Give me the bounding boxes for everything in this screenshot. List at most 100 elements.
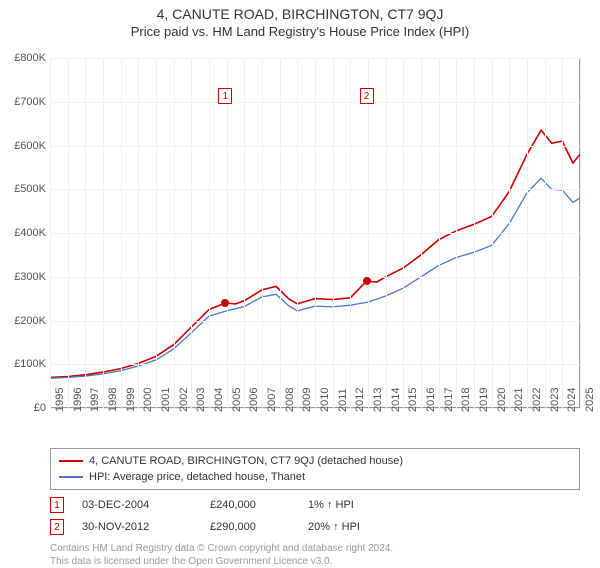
x-axis-label: 2014 [390, 388, 402, 412]
transaction-date: 03-DEC-2004 [82, 499, 192, 511]
x-axis-label: 2000 [142, 388, 154, 412]
gridline-v [156, 58, 157, 408]
x-axis-label: 2020 [496, 388, 508, 412]
chart-title: 4, CANUTE ROAD, BIRCHINGTON, CT7 9QJ [0, 0, 600, 22]
transaction-date: 30-NOV-2012 [82, 521, 192, 533]
gridline-v [297, 58, 298, 408]
x-axis-label: 1999 [125, 388, 137, 412]
x-axis-label: 1996 [72, 388, 84, 412]
transaction-pct: 20% ↑ HPI [308, 521, 408, 533]
x-axis-label: 2015 [407, 388, 419, 412]
legend-row: HPI: Average price, detached house, Than… [59, 469, 571, 485]
license-line: This data is licensed under the Open Gov… [50, 555, 580, 568]
chart-subtitle: Price paid vs. HM Land Registry's House … [0, 22, 600, 43]
chart-marker-badge: 2 [360, 88, 374, 104]
marker-badge: 1 [50, 497, 64, 513]
marker-badge: 2 [50, 519, 64, 535]
gridline-v [368, 58, 369, 408]
legend-swatch [59, 460, 83, 462]
x-axis-label: 2005 [231, 388, 243, 412]
x-axis-label: 1997 [89, 388, 101, 412]
legend-label: HPI: Average price, detached house, Than… [89, 469, 305, 485]
license-text: Contains HM Land Registry data © Crown c… [50, 542, 580, 568]
gridline-v [333, 58, 334, 408]
license-line: Contains HM Land Registry data © Crown c… [50, 542, 580, 555]
gridline-v [403, 58, 404, 408]
y-axis-label: £400K [14, 227, 46, 239]
gridline-v [191, 58, 192, 408]
gridline-v [50, 58, 51, 408]
y-axis-label: £300K [14, 271, 46, 283]
gridline-v [421, 58, 422, 408]
gridline-v [209, 58, 210, 408]
gridline-v [121, 58, 122, 408]
transaction-table: 1 03-DEC-2004 £240,000 1% ↑ HPI 2 30-NOV… [50, 494, 580, 538]
x-axis-label: 2011 [337, 388, 349, 412]
gridline-v [509, 58, 510, 408]
gridline-v [545, 58, 546, 408]
table-row: 1 03-DEC-2004 £240,000 1% ↑ HPI [50, 494, 580, 516]
plot-area: £0£100K£200K£300K£400K£500K£600K£700K£80… [50, 58, 580, 408]
gridline-v [474, 58, 475, 408]
x-axis-label: 1995 [54, 388, 66, 412]
gridline-v [68, 58, 69, 408]
gridline-v [85, 58, 86, 408]
y-axis-label: £100K [14, 358, 46, 370]
gridline-v [227, 58, 228, 408]
sale-dot [221, 299, 229, 307]
x-axis-label: 2018 [460, 388, 472, 412]
x-axis-label: 2013 [372, 388, 384, 412]
x-axis-label: 2010 [319, 388, 331, 412]
x-axis-label: 1998 [107, 388, 119, 412]
y-axis-label: £800K [14, 52, 46, 64]
x-axis-label: 2002 [178, 388, 190, 412]
x-axis-label: 2009 [301, 388, 313, 412]
x-axis-label: 2024 [566, 388, 578, 412]
legend-swatch [59, 476, 83, 478]
gridline-v [262, 58, 263, 408]
gridline-v [315, 58, 316, 408]
transaction-price: £290,000 [210, 521, 290, 533]
y-axis-label: £600K [14, 140, 46, 152]
x-axis-label: 2012 [354, 388, 366, 412]
x-axis-label: 2016 [425, 388, 437, 412]
x-axis-label: 2007 [266, 388, 278, 412]
x-axis-label: 2003 [195, 388, 207, 412]
legend-label: 4, CANUTE ROAD, BIRCHINGTON, CT7 9QJ (de… [89, 453, 403, 469]
legend-row: 4, CANUTE ROAD, BIRCHINGTON, CT7 9QJ (de… [59, 453, 571, 469]
x-axis-label: 2025 [584, 388, 596, 412]
x-axis-label: 2006 [248, 388, 260, 412]
gridline-v [103, 58, 104, 408]
gridline-v [280, 58, 281, 408]
x-axis-label: 2019 [478, 388, 490, 412]
chart-container: 4, CANUTE ROAD, BIRCHINGTON, CT7 9QJ Pri… [0, 0, 600, 560]
gridline-v [492, 58, 493, 408]
gridline-v [580, 58, 581, 408]
chart-marker-badge: 1 [218, 88, 232, 104]
gridline-v [244, 58, 245, 408]
x-axis-label: 2021 [513, 388, 525, 412]
x-axis-label: 2017 [443, 388, 455, 412]
y-axis-label: £500K [14, 183, 46, 195]
x-axis-label: 2004 [213, 388, 225, 412]
gridline-v [527, 58, 528, 408]
y-axis-label: £700K [14, 96, 46, 108]
x-axis-label: 2008 [284, 388, 296, 412]
transaction-price: £240,000 [210, 499, 290, 511]
gridline-v [439, 58, 440, 408]
table-row: 2 30-NOV-2012 £290,000 20% ↑ HPI [50, 516, 580, 538]
gridline-v [562, 58, 563, 408]
gridline-v [386, 58, 387, 408]
x-axis-label: 2001 [160, 388, 172, 412]
footer-block: 4, CANUTE ROAD, BIRCHINGTON, CT7 9QJ (de… [50, 448, 580, 568]
gridline-v [174, 58, 175, 408]
sale-dot [363, 277, 371, 285]
gridline-v [138, 58, 139, 408]
x-axis-label: 2022 [531, 388, 543, 412]
y-axis-label: £0 [34, 402, 46, 414]
x-axis-label: 2023 [549, 388, 561, 412]
gridline-v [456, 58, 457, 408]
gridline-v [350, 58, 351, 408]
legend-box: 4, CANUTE ROAD, BIRCHINGTON, CT7 9QJ (de… [50, 448, 580, 490]
transaction-pct: 1% ↑ HPI [308, 499, 408, 511]
